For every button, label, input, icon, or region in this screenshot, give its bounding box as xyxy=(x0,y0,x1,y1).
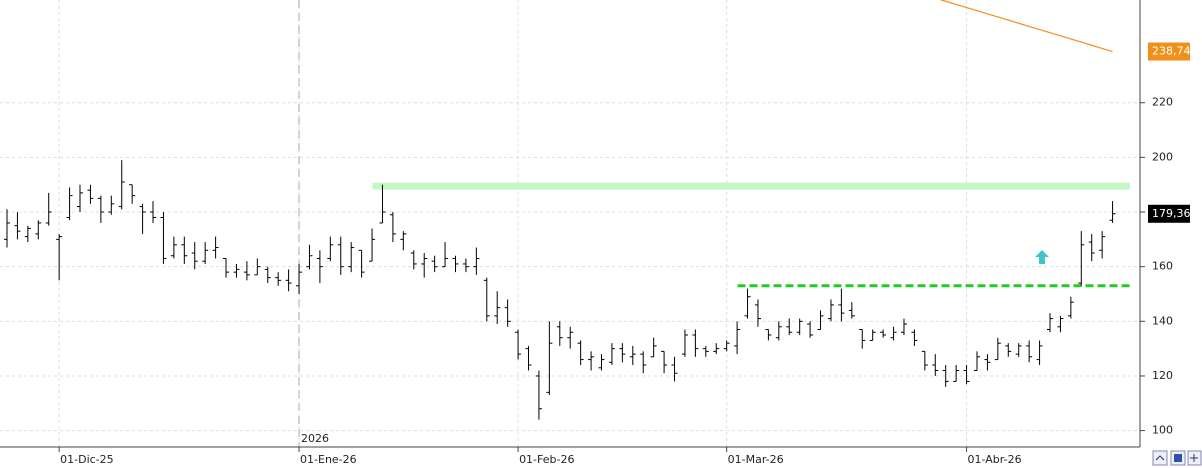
ma-tag-label: 238,74 xyxy=(1152,45,1191,58)
year-label: 2026 xyxy=(301,432,329,445)
y-tick-label: 100 xyxy=(1152,424,1173,437)
ma-tag xyxy=(1148,42,1190,61)
up-arrow-icon xyxy=(1035,250,1049,264)
x-tick-label: 01-Feb-26 xyxy=(519,453,574,466)
button[interactable] xyxy=(1152,450,1168,466)
icon xyxy=(1174,454,1182,462)
icon xyxy=(1190,454,1198,462)
x-tick-label: 01-Ene-26 xyxy=(300,453,357,466)
y-tick-label: 160 xyxy=(1152,260,1173,273)
y-tick-label: 220 xyxy=(1152,96,1173,109)
moving-average xyxy=(939,0,1113,53)
price-tag xyxy=(1148,204,1190,223)
toolbar[interactable] xyxy=(1152,450,1202,466)
y-tick-label: 200 xyxy=(1152,150,1173,163)
y-tick-label: 140 xyxy=(1152,314,1173,327)
x-tick-label: 01-Dic-25 xyxy=(60,453,114,466)
plot-area xyxy=(0,0,1140,447)
x-tick-label: 01-Mar-26 xyxy=(728,453,784,466)
y-tick-label: 120 xyxy=(1152,369,1173,382)
x-tick-label: 01-Abr-26 xyxy=(968,453,1022,466)
price-tag-label: 179,36 xyxy=(1152,207,1191,220)
icon xyxy=(1155,455,1165,461)
